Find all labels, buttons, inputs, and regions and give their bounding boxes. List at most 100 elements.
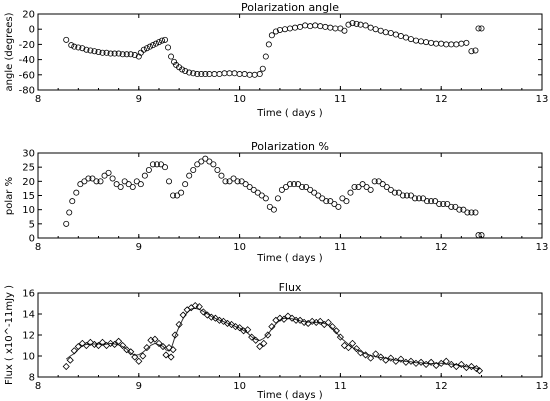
- panel1-xtick-label: 13: [536, 94, 549, 105]
- panel2-point: [69, 198, 76, 205]
- panel1-point: [158, 37, 165, 44]
- panel1-point: [131, 52, 138, 59]
- panel1-point: [87, 47, 94, 54]
- panel2-ytick-label: 10: [22, 205, 35, 216]
- panel1-point: [162, 36, 169, 43]
- panel2-xtick-label: 9: [136, 242, 142, 253]
- panel3-point: [94, 341, 103, 350]
- panel2-point: [420, 195, 427, 202]
- panel2-point: [234, 178, 241, 185]
- panel2-point: [395, 189, 402, 196]
- panel2-point: [117, 183, 124, 190]
- panel1-point: [68, 42, 75, 49]
- panel3-point: [151, 335, 159, 343]
- panel2-point: [262, 195, 269, 202]
- panel3-point: [432, 361, 440, 370]
- panel2-point: [178, 189, 185, 196]
- panel1-point: [428, 39, 435, 46]
- panel3-point: [344, 344, 353, 352]
- panel1-xtick-label: 12: [435, 94, 448, 105]
- panel2-point: [475, 232, 482, 239]
- panel2-point: [383, 183, 390, 190]
- panel2-xlabel: Time ( days ): [256, 253, 323, 264]
- panel1-marks: [63, 20, 485, 78]
- panel3-point: [90, 340, 99, 349]
- panel3-point: [119, 341, 127, 350]
- panel2-point: [432, 198, 439, 205]
- panel1-point: [397, 33, 404, 40]
- panel3-point: [107, 339, 115, 347]
- panel2-point: [238, 178, 245, 185]
- panel3-point: [199, 308, 207, 316]
- panel1-ytick-label: 20: [22, 10, 35, 21]
- panel3-xtick-label: 13: [536, 381, 549, 392]
- panel3-point: [195, 303, 203, 311]
- panel1-point: [377, 27, 384, 34]
- panel1-point: [367, 24, 374, 31]
- panel3-point: [284, 312, 292, 320]
- panel3-point: [328, 323, 336, 331]
- panel1-point: [155, 39, 162, 46]
- panel1-point: [152, 40, 159, 47]
- panel1-point: [349, 20, 356, 27]
- panel3-point: [207, 313, 215, 321]
- panel3-point: [316, 317, 324, 325]
- panel1-point: [115, 50, 122, 57]
- panel3-point: [123, 346, 131, 354]
- panel3-point: [397, 355, 405, 363]
- panel1-point: [127, 51, 134, 58]
- panel1-point: [83, 46, 90, 53]
- panel3-point: [417, 358, 425, 366]
- panel1-point: [179, 66, 186, 73]
- panel1-xlabel: Time ( days ): [256, 108, 323, 119]
- panel1-point: [468, 48, 475, 55]
- panel3-point: [66, 356, 74, 364]
- panel2-xtick-label: 13: [536, 242, 549, 253]
- panel2-point: [246, 183, 253, 190]
- panel2-point: [226, 178, 233, 185]
- panel1-point: [387, 29, 394, 36]
- panel2-point: [125, 181, 132, 188]
- panel1-point: [103, 49, 110, 56]
- panel2-point: [73, 189, 80, 196]
- panel2-point: [89, 175, 96, 182]
- panel1-point: [171, 58, 178, 65]
- panel1-point: [259, 65, 266, 72]
- panel1-point: [423, 39, 430, 46]
- panel2-point: [222, 178, 229, 185]
- panel2-point: [295, 181, 302, 188]
- panel3-point: [362, 351, 370, 359]
- panel3-point: [264, 331, 272, 339]
- panel3-point: [143, 344, 151, 352]
- panel3-ytick-label: 12: [22, 331, 35, 342]
- panel2-point: [153, 161, 160, 168]
- panel3-point: [352, 345, 361, 353]
- panel3-ylabel: Flux ( x10^-11mJy ): [4, 285, 15, 385]
- panel3-point: [98, 338, 107, 346]
- panel1-point: [281, 26, 288, 33]
- panel3-point: [377, 353, 385, 361]
- panel2-point: [436, 200, 443, 207]
- panel1-point: [312, 22, 319, 29]
- panel1-point: [256, 71, 263, 78]
- panel2-point: [452, 203, 459, 210]
- panel1-point: [292, 24, 299, 31]
- panel1-point: [268, 32, 275, 39]
- panel3-point: [155, 339, 163, 347]
- panel1-ytick-label: -20: [19, 40, 35, 51]
- panel3-point: [332, 327, 340, 335]
- panel3-point: [340, 341, 348, 350]
- panel2-point: [478, 232, 485, 239]
- panel1-point: [137, 49, 144, 56]
- panel2-point: [456, 206, 463, 213]
- panel3-point: [236, 324, 244, 332]
- panel1-point: [478, 25, 485, 32]
- panel3-xtick-label: 9: [136, 381, 142, 392]
- panel2-ytick-label: 5: [29, 219, 35, 230]
- panel3-point: [387, 354, 395, 362]
- panel3-point: [308, 317, 316, 325]
- panel3-point: [175, 320, 183, 329]
- panel1-point: [317, 23, 324, 30]
- panel2-point: [186, 172, 193, 179]
